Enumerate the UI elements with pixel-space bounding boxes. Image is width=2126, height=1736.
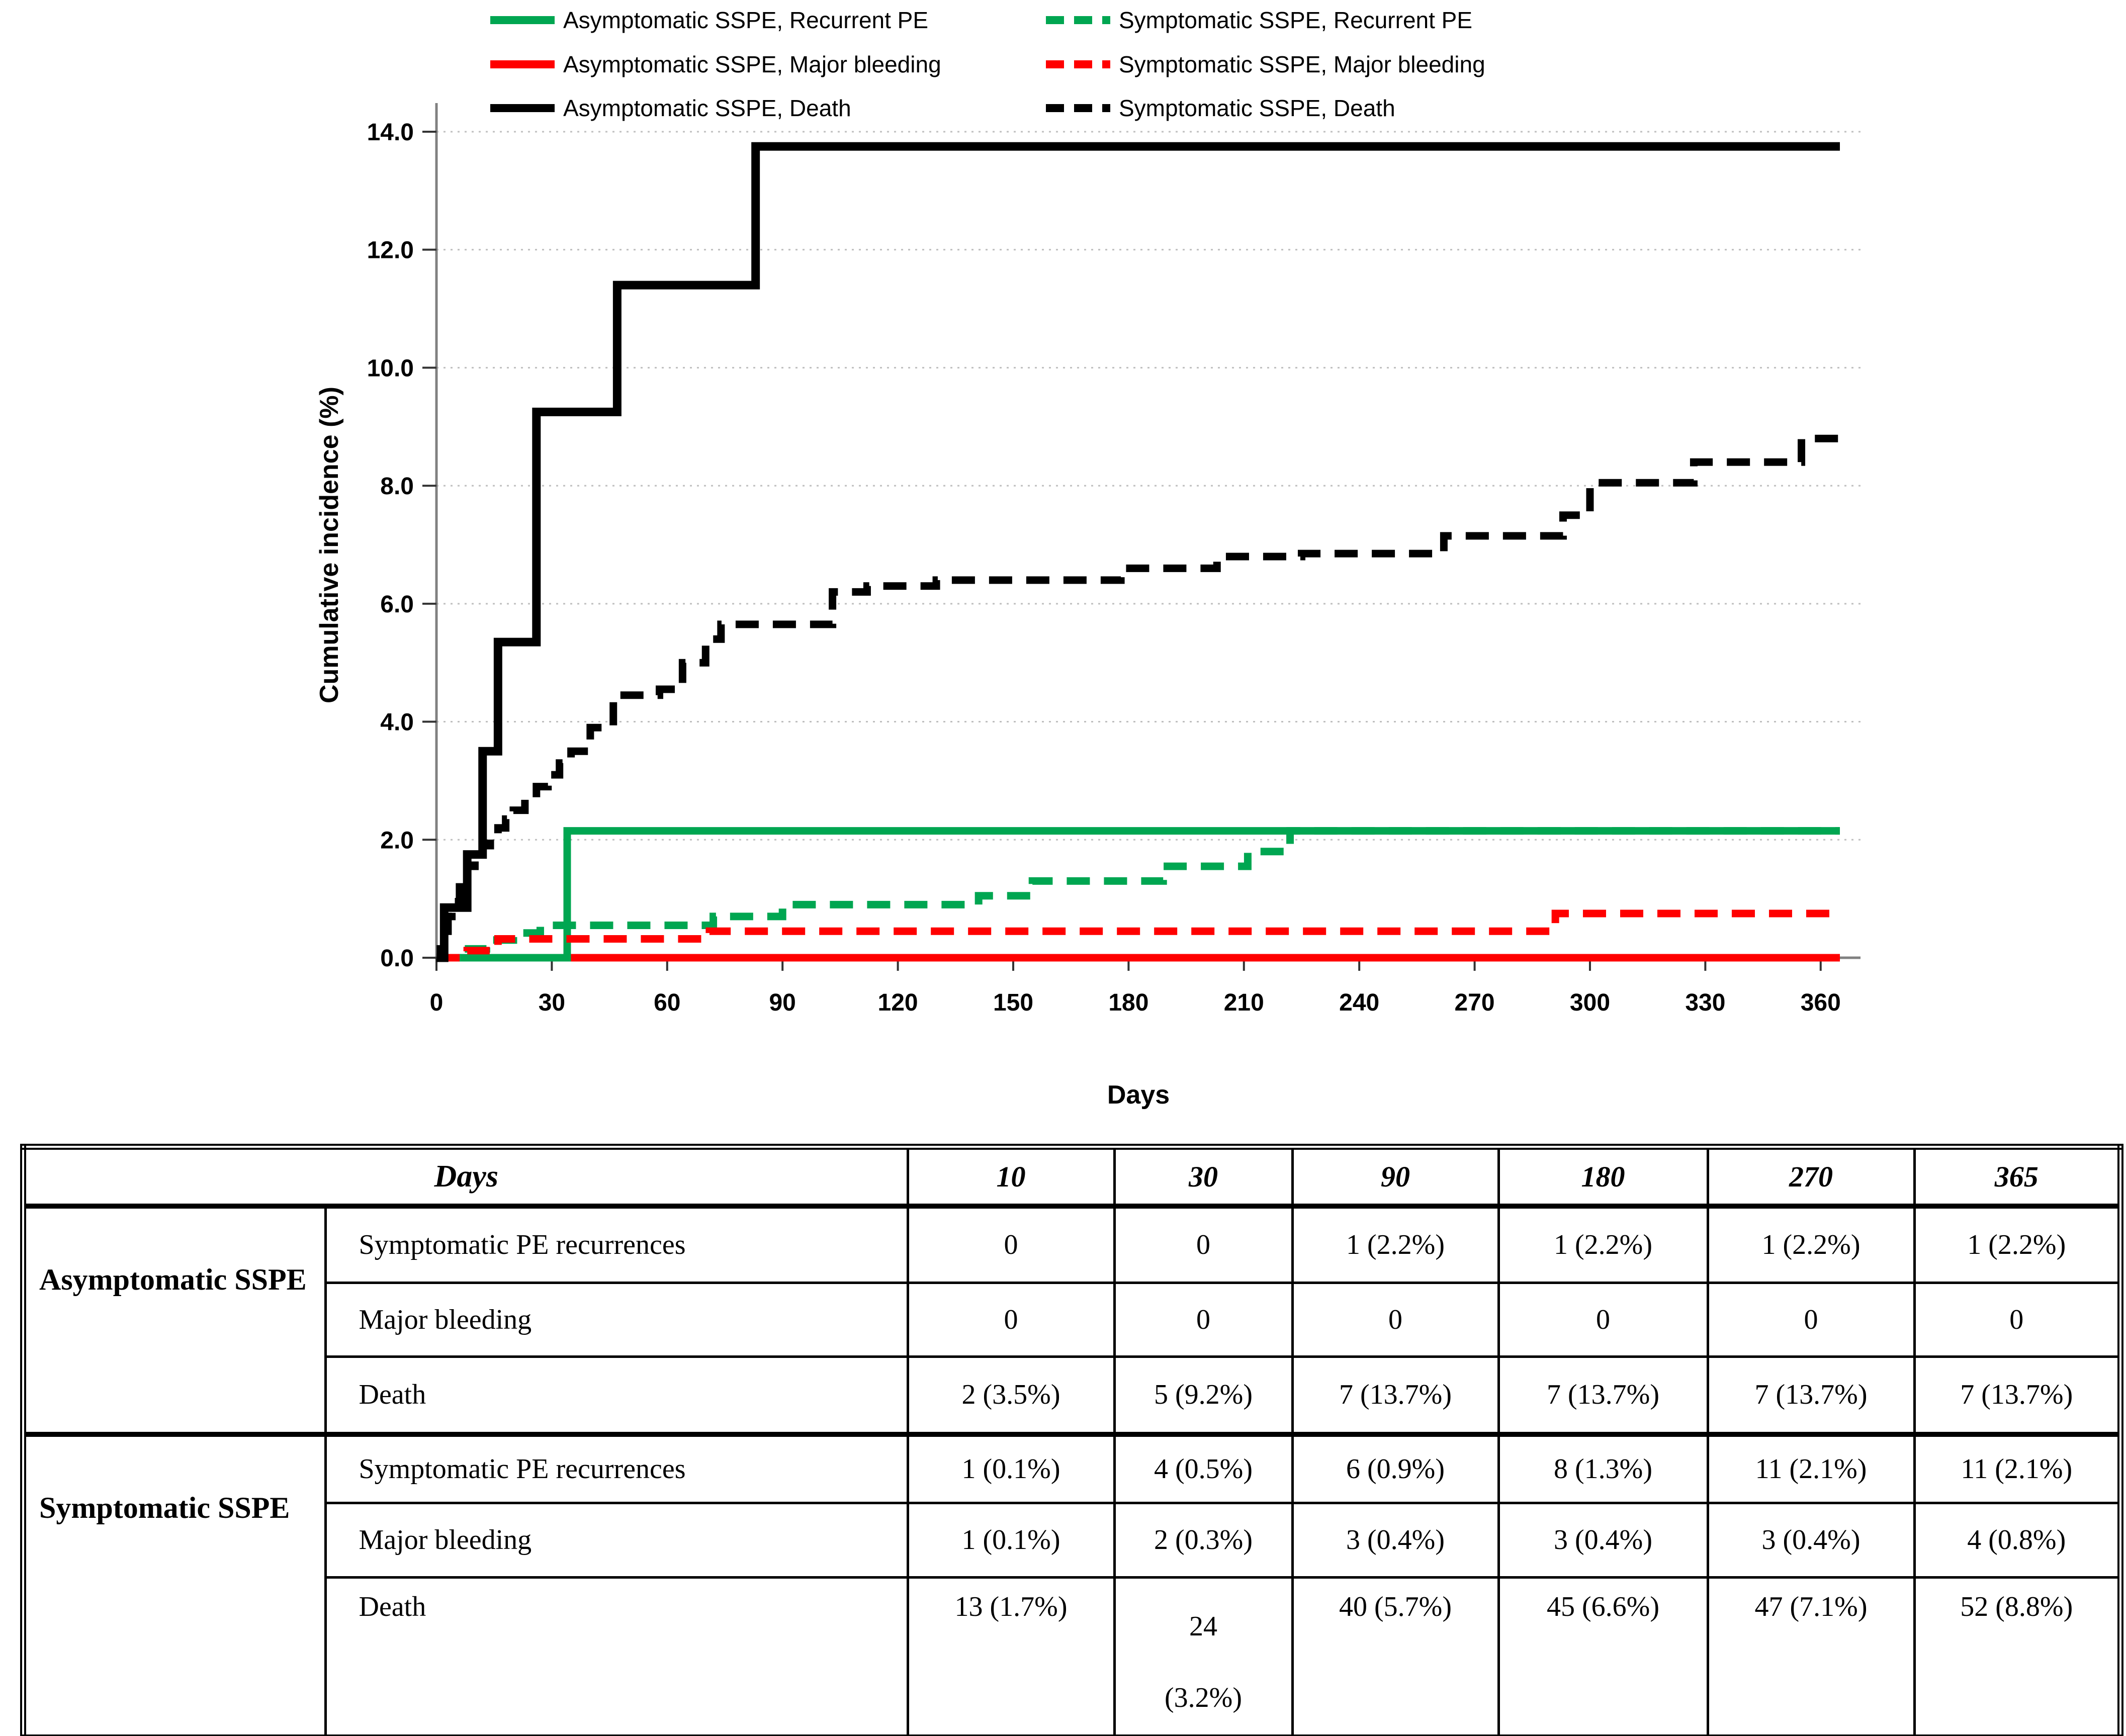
day-column-header-10: 10 <box>906 1145 1116 1208</box>
value-cell: 4 (0.8%) <box>1913 1501 2122 1579</box>
value-cell: 0 <box>1497 1281 1709 1358</box>
legend-label-asym-major-bleeding: Asymptomatic SSPE, Major bleeding <box>563 51 941 77</box>
value-cell: 0 <box>1913 1281 2122 1358</box>
series-path-sym-major-bleeding <box>436 909 1840 962</box>
value-cell: 0 <box>1291 1281 1500 1358</box>
series-path-asym-death <box>436 142 1840 962</box>
x-tick-label: 360 <box>1801 989 1841 1016</box>
legend-label-asym-recurrent-pe: Asymptomatic SSPE, Recurrent PE <box>563 7 928 33</box>
value-cell: 7 (13.7%) <box>1913 1355 2122 1436</box>
day-column-header-365: 365 <box>1913 1145 2122 1208</box>
days-header-cell: Days <box>22 1145 909 1208</box>
value-cell: 0 <box>906 1204 1116 1284</box>
value-cell: 1 (2.2%) <box>1497 1204 1709 1284</box>
x-tick-label: 300 <box>1570 989 1610 1016</box>
x-tick-label: 240 <box>1339 989 1379 1016</box>
value-cell: 3 (0.4%) <box>1291 1501 1500 1579</box>
y-tick-label: 14.0 <box>367 119 414 146</box>
day-column-header-90: 90 <box>1291 1145 1500 1208</box>
table-row: Symptomatic SSPE Symptomatic PE recurrenc… <box>22 1431 2122 1736</box>
value-cell: 0 <box>906 1281 1116 1358</box>
x-axis-title: Days <box>1107 1080 1170 1110</box>
y-tick-label: 10.0 <box>367 355 414 382</box>
value-cell: 7 (13.7%) <box>1497 1355 1709 1436</box>
table-row: Asymptomatic SSPE Symptomatic PE recurren… <box>22 1204 2122 1436</box>
value-cell: 1 (0.1%) <box>906 1432 1116 1504</box>
event-label: Death <box>324 1355 909 1436</box>
value-cell: 7 (13.7%) <box>1291 1355 1500 1436</box>
x-tick-label: 30 <box>539 989 565 1016</box>
group-label: Symptomatic SSPE <box>22 1431 327 1736</box>
y-tick-label: 8.0 <box>380 473 414 500</box>
x-tick-label: 330 <box>1685 989 1725 1016</box>
value-cell: 2 (3.5%) <box>906 1355 1116 1436</box>
value-cell: 13 (1.7%) <box>906 1576 1116 1736</box>
y-tick-label: 4.0 <box>380 709 414 736</box>
event-label: Major bleeding <box>324 1501 909 1579</box>
value-cell: 0 <box>1706 1281 1916 1358</box>
day-column-header-30: 30 <box>1113 1145 1294 1208</box>
group-label: Asymptomatic SSPE <box>22 1204 327 1436</box>
value-cell: 3 (0.4%) <box>1497 1501 1709 1579</box>
x-tick-label: 270 <box>1455 989 1495 1016</box>
y-tick-label: 0.0 <box>380 945 414 972</box>
event-label: Symptomatic PE recurrences <box>324 1432 909 1504</box>
events-table: Days 10 30 90 180 270 365 Asymptomatic SSPE Symp… <box>20 1144 2124 1736</box>
day-column-header-180: 180 <box>1497 1145 1709 1208</box>
value-cell: 24 (3.2%) <box>1113 1576 1294 1736</box>
table-row: Major bleeding 1 (0.1%) 2 (0.3%) 3 (0.4%) 3 … <box>23 1501 2122 1579</box>
x-tick-label: 60 <box>654 989 680 1016</box>
legend-label-sym-death: Symptomatic SSPE, Death <box>1119 95 1395 121</box>
x-tick-label: 90 <box>769 989 795 1016</box>
value-cell: 1 (2.2%) <box>1706 1204 1916 1284</box>
value-cell: 47 (7.1%) <box>1706 1576 1916 1736</box>
table-row: Death 13 (1.7%) 24 (3.2%) 40 (5.7%) 45 (6.6%… <box>23 1576 2122 1736</box>
series-path-asym-recurrent-pe <box>436 827 1840 962</box>
value-cell: 0 <box>1113 1204 1294 1284</box>
gridlines <box>436 131 1861 841</box>
value-cell: 11 (2.1%) <box>1706 1432 1916 1504</box>
table-header-row: Days 10 30 90 180 270 365 <box>22 1145 2122 1208</box>
value-cell: 8 (1.3%) <box>1497 1432 1709 1504</box>
axes: 0.0 2.0 4.0 6.0 8.0 10.0 12.0 14.0 0 30 60 90 120 150… <box>367 103 1861 1016</box>
value-cell: 5 (9.2%) <box>1113 1355 1294 1436</box>
table-row: Major bleeding 0 0 0 0 0 0 <box>23 1281 2122 1358</box>
series-path-sym-death <box>436 434 1840 962</box>
value-cell: 45 (6.6%) <box>1497 1576 1709 1736</box>
event-label: Symptomatic PE recurrences <box>324 1204 909 1284</box>
incidence-chart: 0.0 2.0 4.0 6.0 8.0 10.0 12.0 14.0 0 30 60 90 120 150… <box>315 7 1861 1110</box>
y-tick-label: 2.0 <box>380 827 414 854</box>
value-cell: 6 (0.9%) <box>1291 1432 1500 1504</box>
value-cell: 1 (2.2%) <box>1913 1204 2122 1284</box>
series-path-sym-recurrent-pe <box>436 827 1840 962</box>
value-cell: 52 (8.8%) <box>1913 1576 2122 1736</box>
x-tick-label: 180 <box>1108 989 1148 1016</box>
table-row: Death 2 (3.5%) 5 (9.2%) 7 (13.7%) 7 (13.7%) 7… <box>23 1355 2122 1436</box>
value-cell: 3 (0.4%) <box>1706 1501 1916 1579</box>
y-tick-label: 12.0 <box>367 237 414 264</box>
value-cell: 7 (13.7%) <box>1706 1355 1916 1436</box>
x-tick-label: 210 <box>1224 989 1264 1016</box>
day-column-header-270: 270 <box>1706 1145 1916 1208</box>
value-cell: 0 <box>1113 1281 1294 1358</box>
legend: Asymptomatic SSPE, Recurrent PE Asymptoma… <box>490 7 1485 121</box>
value-cell: 1 (0.1%) <box>906 1501 1116 1579</box>
value-cell: 2 (0.3%) <box>1113 1501 1294 1579</box>
value-cell: 1 (2.2%) <box>1291 1204 1500 1284</box>
event-label: Death <box>324 1576 909 1736</box>
x-tick-label: 0 <box>430 989 444 1016</box>
y-tick-label: 6.0 <box>380 591 414 618</box>
series-lines <box>436 142 1840 962</box>
legend-label-sym-major-bleeding: Symptomatic SSPE, Major bleeding <box>1119 51 1485 77</box>
x-tick-label: 150 <box>993 989 1033 1016</box>
value-cell: 4 (0.5%) <box>1113 1432 1294 1504</box>
x-tick-label: 120 <box>878 989 918 1016</box>
event-label: Major bleeding <box>324 1281 909 1358</box>
value-cell: 40 (5.7%) <box>1291 1576 1500 1736</box>
value-cell: 11 (2.1%) <box>1913 1432 2122 1504</box>
y-axis-title: Cumulative incidence (%) <box>315 387 344 703</box>
legend-label-asym-death: Asymptomatic SSPE, Death <box>563 95 851 121</box>
legend-label-sym-recurrent-pe: Symptomatic SSPE, Recurrent PE <box>1119 7 1472 33</box>
